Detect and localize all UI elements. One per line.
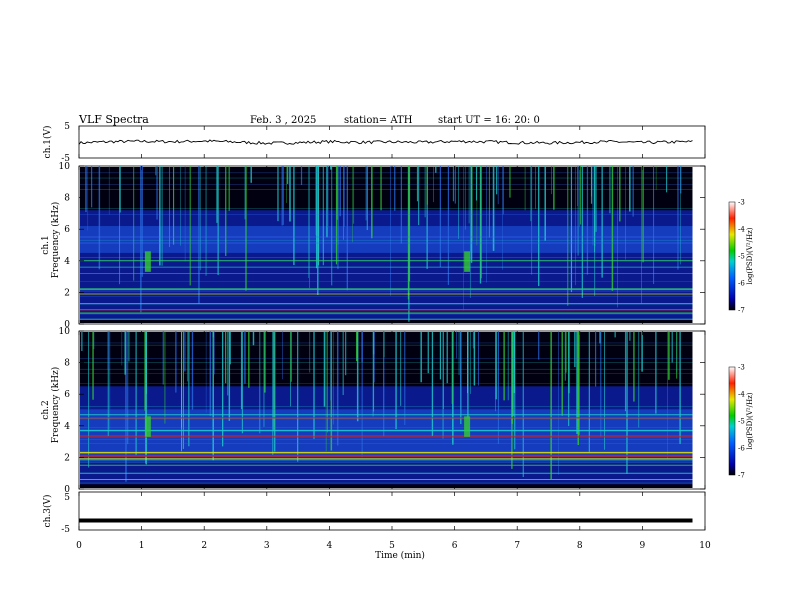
ch3-ylabel: ch.3(V) — [42, 495, 53, 528]
ch2-spectrogram-yticks: 0 2 4 6 8 10 — [59, 327, 705, 495]
ch1-colorbar-ticks: -3 -4 -5 -6 -7 — [738, 199, 745, 315]
ytick-label: 10 — [59, 327, 71, 337]
colorbar-tick-label: -7 — [738, 472, 745, 480]
ytick-label: 0 — [64, 485, 70, 495]
ch1-colorbar: -3 -4 -5 -6 -7 log(PSD)(V²/Hz) — [728, 199, 754, 315]
ch1-ytick-neg5: -5 — [61, 154, 70, 164]
xtick-label: 7 — [514, 541, 520, 551]
header-start-time: start UT = 16: 20: 0 — [438, 115, 540, 126]
ch2-spec-ylabel-a: ch.2 — [41, 400, 51, 419]
ch2-spectrogram-image — [80, 331, 693, 488]
ch3-waveform-frame — [78, 491, 706, 531]
xtick-label: 9 — [640, 541, 646, 551]
header-date: Feb. 3 , 2025 — [250, 115, 316, 126]
ch1-spec-ylabel-b: Frequency (kHz) — [50, 202, 61, 279]
spectrogram-midband — [80, 226, 693, 253]
ch2-spectrogram-panel: 0 2 4 6 8 10 ch.2 Frequency (kHz) — [41, 327, 706, 495]
ytick-label: 2 — [64, 288, 70, 298]
ch2-colorbar: -3 -4 -5 -6 -7 log(PSD)(V²/Hz) — [728, 364, 754, 480]
ytick-label: 6 — [64, 225, 70, 235]
xtick-label: 1 — [139, 541, 145, 551]
colorbar-tick-label: -5 — [738, 418, 745, 426]
ch1-waveform-trace — [78, 139, 693, 145]
xtick-label: 2 — [201, 541, 207, 551]
ch3-ytick-neg5: -5 — [61, 525, 70, 535]
ch1-ylabel: ch.1(V) — [42, 126, 53, 159]
xtick-label: 10 — [699, 541, 711, 551]
colorbar-tick-label: -6 — [738, 445, 745, 453]
colorbar-tick-label: -6 — [738, 280, 745, 288]
figure-title: VLF Spectra — [78, 113, 149, 126]
spectrogram-burst — [464, 416, 471, 437]
ytick-label: 0 — [64, 320, 70, 330]
colorbar-tick-label: -4 — [738, 226, 745, 234]
ch1-spectrogram-yticks: 0 2 4 6 8 10 — [59, 162, 705, 330]
time-axis-ticks: 0 1 2 3 4 5 6 7 8 9 10 — [76, 126, 711, 551]
xtick-label: 5 — [389, 541, 395, 551]
ch1-spectrogram-panel: 0 2 4 6 8 10 ch.1 Frequency (kHz) — [41, 162, 706, 330]
ytick-label: 8 — [64, 359, 70, 369]
ch2-colorbar-label: log(PSD)(V²/Hz) — [746, 392, 754, 449]
ytick-label: 6 — [64, 390, 70, 400]
ch1-colorbar-label: log(PSD)(V²/Hz) — [746, 227, 754, 284]
xtick-label: 8 — [577, 541, 583, 551]
ytick-label: 8 — [64, 194, 70, 204]
ch2-colorbar-scale — [728, 366, 736, 476]
ch1-colorbar-scale — [728, 201, 736, 311]
ytick-label: 4 — [64, 422, 70, 432]
ytick-label: 2 — [64, 453, 70, 463]
ch1-spectrogram-image — [80, 166, 693, 323]
spectrogram-burst — [144, 416, 151, 437]
header-station: station= ATH — [344, 115, 413, 126]
spectrogram-burst — [464, 251, 471, 272]
spectrogram-burst — [144, 251, 151, 272]
xtick-label: 4 — [327, 541, 333, 551]
time-axis-label: Time (min) — [375, 550, 425, 561]
ch2-colorbar-ticks: -3 -4 -5 -6 -7 — [738, 364, 745, 480]
xtick-label: 0 — [76, 541, 82, 551]
ch1-waveform-panel: 5 -5 ch.1(V) — [42, 122, 706, 164]
ch2-spec-ylabel-b: Frequency (kHz) — [50, 367, 61, 444]
colorbar-tick-label: -5 — [738, 253, 745, 261]
ytick-label: 10 — [59, 162, 71, 172]
colorbar-tick-label: -4 — [738, 391, 745, 399]
colorbar-tick-label: -7 — [738, 307, 745, 315]
ch1-ytick-5: 5 — [64, 122, 70, 132]
xtick-label: 3 — [264, 541, 270, 551]
xtick-label: 6 — [452, 541, 458, 551]
ytick-label: 4 — [64, 257, 70, 267]
colorbar-tick-label: -3 — [738, 364, 745, 372]
colorbar-tick-label: -3 — [738, 199, 745, 207]
ch3-ytick-5: 5 — [64, 493, 70, 503]
ch1-spec-ylabel-a: ch.1 — [41, 235, 51, 254]
